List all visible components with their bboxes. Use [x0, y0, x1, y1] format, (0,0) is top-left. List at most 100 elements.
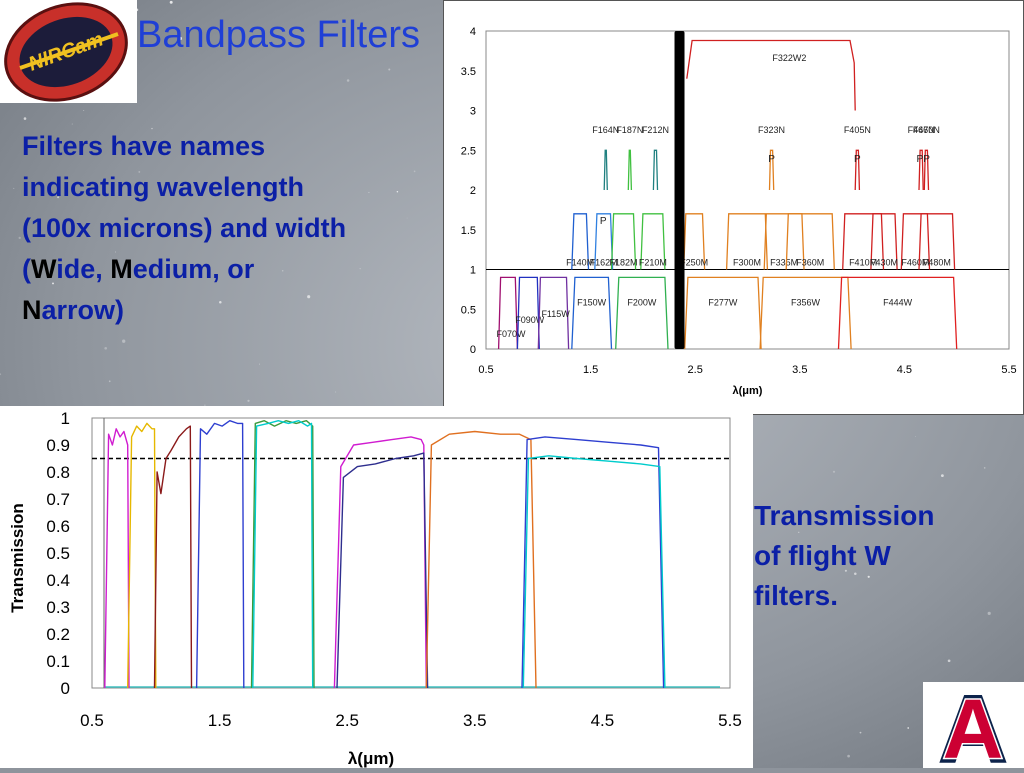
slide-title: Bandpass Filters [137, 14, 421, 56]
x-tick-label: 2.5 [335, 711, 359, 730]
y-tick-label: 0.5 [46, 544, 70, 563]
filter-curve-f356w [759, 276, 852, 350]
y-tick-label: 0 [61, 679, 70, 698]
filter-label-f480m: F480M [923, 258, 951, 268]
y-tick-label: 2.5 [461, 145, 476, 157]
y-tick-label: 1 [61, 409, 70, 428]
filter-label-f360m: F360M [796, 258, 824, 268]
filter-label-f466n: F466N [908, 125, 935, 135]
star [396, 190, 399, 193]
filter-label-f470n: F470N [913, 125, 940, 135]
filter-label-f300m: F300M [733, 258, 761, 268]
filter-label-f212n: F212N [642, 125, 669, 135]
filter-curve-f430m [870, 213, 898, 270]
y-tick-label: 2 [470, 185, 476, 197]
filter-curve-f444w [837, 276, 958, 350]
filter-label-f460m: F460M [901, 258, 929, 268]
filter-curve-f090w [516, 276, 540, 350]
filter-label-f210m: F210M [639, 258, 667, 268]
star [911, 515, 913, 517]
caption-line-1: Transmission [754, 500, 935, 531]
filter-label-f444w: F444W [883, 297, 913, 307]
filter-curve-f182m [610, 213, 637, 270]
star [847, 754, 850, 758]
star [204, 404, 206, 407]
filter-curve-f187n [627, 149, 633, 191]
x-tick-label: 5.5 [718, 711, 742, 730]
star [269, 180, 272, 184]
filter-label-f187n: F187N [616, 125, 643, 135]
filter-label-f115w: F115W [541, 309, 570, 319]
star [798, 531, 800, 533]
filter-curve-f410m [842, 213, 885, 270]
ua-mark-inner: A [943, 682, 1004, 768]
star [169, 0, 173, 4]
y-tick-label: 0.4 [46, 571, 70, 590]
star [104, 346, 108, 350]
filter-label-f335m: F335M [770, 258, 798, 268]
transmission-curve-4 [195, 419, 245, 689]
star [987, 611, 991, 616]
filter-label-f430m: F430M [870, 258, 898, 268]
star [151, 127, 153, 130]
filter-curve-f212n [652, 149, 659, 191]
star [281, 270, 284, 272]
filter-label-f356w: F356W [791, 297, 821, 307]
star [259, 363, 261, 365]
plot-area [91, 417, 731, 689]
y-tick-label: 0.2 [46, 625, 70, 644]
filter-curve-f210m [640, 213, 666, 270]
star [0, 373, 2, 376]
filter-curve-f140m [571, 213, 590, 270]
n-key: N [22, 295, 42, 325]
x-tick-label: 3.5 [463, 711, 487, 730]
x-tick-label: 0.5 [80, 711, 104, 730]
x-axis-label: λ(μm) [733, 385, 763, 397]
y-tick-label: 1.5 [461, 225, 476, 237]
y-tick-label: 4 [470, 26, 476, 38]
desc-line-2: indicating wavelength [22, 172, 305, 202]
star [64, 272, 67, 274]
filter-label-f070w: F070W [496, 329, 526, 339]
filter-bandpass-chart: 00.511.522.533.540.5 1.5 2.5 3.5 4.5 5.5λ(μm)… [461, 26, 1017, 397]
p-label: P [600, 216, 607, 227]
transmission-curve-8 [336, 452, 429, 689]
x-tick-label: 0.5 [478, 364, 493, 376]
filter-label-f323n: F323N [758, 125, 785, 135]
y-tick-label: 0.9 [46, 436, 70, 455]
transmission-curve-7 [333, 436, 427, 689]
filter-curve-f277w [684, 276, 762, 350]
star [867, 575, 870, 578]
transmission-chart-panel: 0 0.1 0.2 0.3 0.4 0.5 0.6 0.7 0.8 0.9 1 0.5 1.5 2.5 3.… [0, 406, 753, 768]
nircam-logo: NIRCam [0, 0, 137, 103]
filter-curve-f250m [683, 213, 706, 270]
star [172, 28, 174, 30]
filter-curve-f150w [571, 276, 613, 350]
star [23, 117, 27, 120]
filter-curve-f164n [603, 149, 608, 191]
x-tick-label: 1.5 [583, 364, 598, 376]
star [71, 123, 73, 125]
x-tick-label: 4.5 [897, 364, 912, 376]
star [338, 20, 339, 22]
star [859, 731, 862, 734]
y-tick-label: 0.7 [46, 490, 70, 509]
y-tick-label: 3 [470, 106, 476, 118]
star [915, 436, 917, 437]
filter-curve-f405n [854, 149, 861, 191]
university-of-arizona-logo: A A [923, 675, 1024, 773]
star [190, 233, 192, 234]
p-label: P [854, 154, 861, 165]
filter-label-f150w: F150W [577, 297, 607, 307]
m-key: M [110, 254, 133, 284]
desc-line-5: Narrow) [22, 290, 442, 331]
filter-label-f140m: F140M [566, 258, 594, 268]
p-label: PP [917, 154, 931, 165]
filter-label-f405n: F405N [844, 125, 871, 135]
star [307, 295, 311, 299]
star [52, 282, 54, 285]
filter-label-f162m: F162M [590, 258, 618, 268]
filter-curve-f115w [537, 276, 570, 350]
filter-curve-f322w2 [686, 39, 856, 111]
x-tick-label: 3.5 [792, 364, 807, 376]
